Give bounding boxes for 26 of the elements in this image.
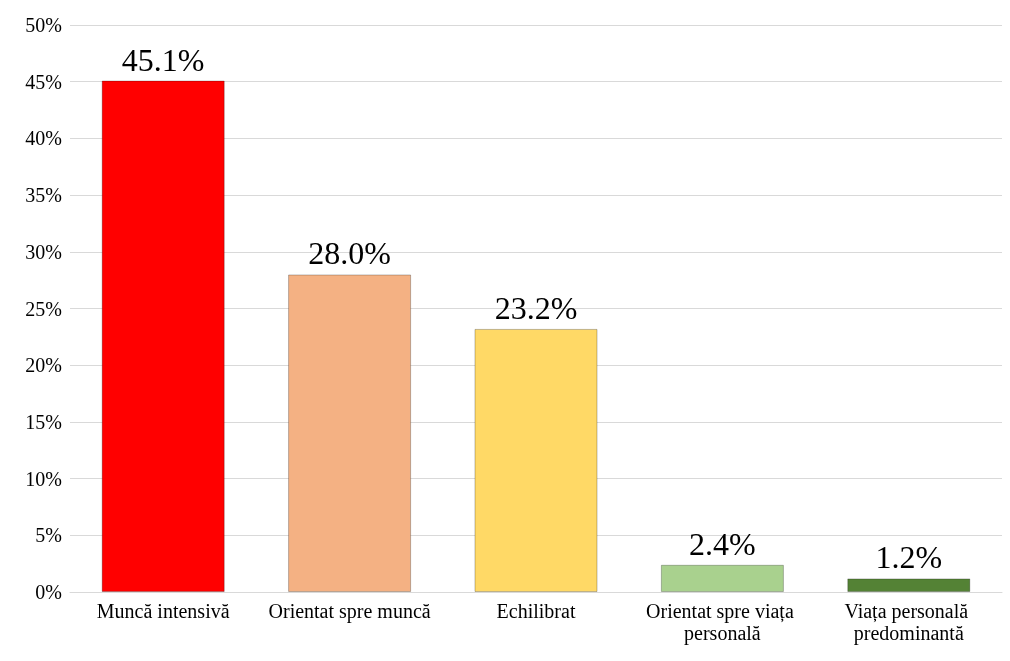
bar: [101, 80, 225, 592]
x-tick-label: Orientat spre viața personală: [646, 600, 799, 645]
y-tick-label: 40%: [25, 127, 62, 150]
y-tick-label: 5%: [35, 524, 62, 547]
x-tick-label: Echilibrat: [496, 600, 576, 622]
y-tick-label: 50%: [25, 14, 62, 36]
y-tick-label: 15%: [25, 410, 62, 433]
data-label: 45.1%: [121, 41, 205, 78]
x-tick-label: Muncă intensivă: [96, 600, 230, 622]
bar: [847, 578, 971, 592]
y-tick-label: 45%: [25, 70, 62, 93]
data-label: 23.2%: [494, 289, 578, 326]
bar: [288, 274, 412, 592]
bar: [660, 564, 784, 592]
x-tick-label: Viața personală predominantă: [844, 600, 974, 645]
x-tick-label: Orientat spre muncă: [268, 600, 431, 623]
data-label: 1.2%: [875, 539, 943, 576]
y-tick-label: 10%: [25, 467, 62, 490]
y-tick-label: 0%: [35, 581, 62, 603]
data-label: 28.0%: [308, 235, 391, 272]
y-tick-label: 25%: [25, 297, 62, 320]
y-tick-label: 30%: [25, 240, 62, 263]
y-tick-label: 35%: [25, 184, 62, 207]
y-tick-label: 20%: [25, 354, 62, 377]
data-label: 2.4%: [689, 525, 756, 562]
bar: [474, 328, 598, 592]
